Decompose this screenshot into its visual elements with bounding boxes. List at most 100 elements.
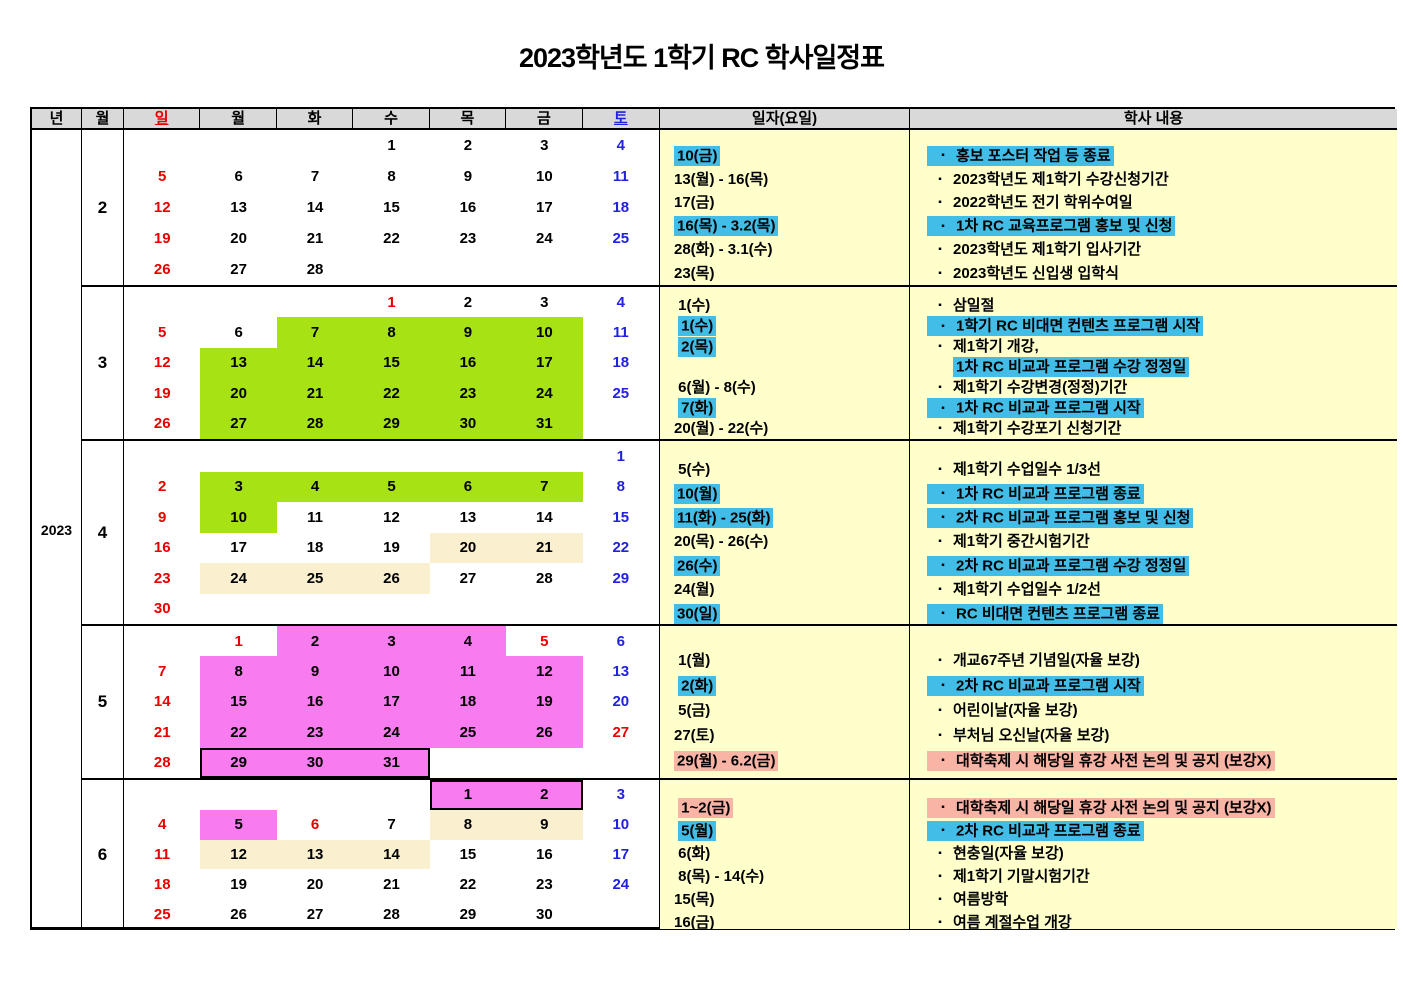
- content-line: ▪ 제1학기 수강변경(정정)기간: [922, 378, 1397, 399]
- content-line: ▪ 2차 RC 비교과 프로그램 시작: [922, 673, 1397, 698]
- date-line: 16(금): [674, 914, 715, 931]
- header-date-col: 일자(요일): [660, 109, 910, 130]
- day-cell: [583, 594, 659, 625]
- day-cell: 14: [536, 508, 553, 526]
- day-cell: 1: [616, 447, 625, 465]
- bullet-icon: ▪: [938, 871, 942, 882]
- content-line: ▪ 대학축제 시 해당일 휴강 사전 논의 및 공지 (보강X): [922, 748, 1397, 773]
- date-line: 5(월): [674, 819, 909, 842]
- date-line: 1(수): [674, 316, 909, 338]
- day-cell: 17: [506, 347, 583, 379]
- day-cell: 23: [276, 717, 354, 748]
- day-cell: 27: [612, 723, 630, 741]
- day-cell: [583, 748, 659, 778]
- day-cell: 1: [429, 780, 507, 810]
- day-cell: 24: [506, 378, 583, 409]
- day-cell: 29: [200, 747, 277, 778]
- month-label: 3: [82, 285, 124, 439]
- day-cell: 26: [230, 905, 247, 923]
- year-cell: 2023: [32, 130, 82, 929]
- day-cell: 1: [387, 293, 396, 311]
- content-line: ▪ 2023학년도 제1학기 입사기간: [922, 238, 1397, 262]
- day-cell: 14: [153, 693, 171, 711]
- content-line: ▪ 2차 RC 비교과 프로그램 종료: [922, 819, 1397, 842]
- day-cell: 4: [616, 137, 625, 154]
- day-cell: 9: [429, 317, 507, 348]
- day-cell: 21: [383, 875, 400, 893]
- day-cell: 17: [353, 686, 430, 718]
- date-line: 30(일): [674, 602, 909, 626]
- day-cell: 16: [429, 347, 507, 379]
- page-title: 2023학년도 1학기 RC 학사일정표: [519, 43, 885, 73]
- content-line: ▪ 홍보 포스터 작업 등 종료: [922, 144, 1397, 168]
- day-cell: 22: [383, 230, 400, 247]
- day-cell: 26: [153, 261, 171, 278]
- day-cell: [353, 254, 429, 285]
- day-cell: 20: [429, 532, 507, 563]
- content-line: ▪ 여름 계절수업 개강: [922, 911, 1397, 934]
- day-cell: 16: [459, 199, 477, 216]
- day-cell: [506, 254, 582, 285]
- day-cell: [200, 780, 276, 810]
- content-line: ▪ 1차 RC 비교과 프로그램 종료: [922, 482, 1397, 506]
- day-cell: 22: [200, 717, 277, 748]
- day-cell: 10: [200, 502, 277, 533]
- day-cell: [200, 287, 276, 317]
- day-cell: 2: [276, 626, 354, 657]
- day-cell: 29: [612, 569, 630, 587]
- day-cell: [124, 626, 200, 656]
- date-line: 1(수): [678, 297, 711, 314]
- day-cell: 13: [459, 508, 477, 526]
- day-cell: 18: [612, 354, 630, 372]
- content-line: 1차 RC 비교과 프로그램 수강 정정일: [922, 357, 1397, 379]
- date-line: 20(월) - 22(수): [674, 420, 769, 437]
- day-cell: 27: [459, 569, 477, 587]
- day-cell: 11: [307, 508, 323, 526]
- content-line: ▪ 부처님 오신날(자율 보강): [922, 723, 1397, 748]
- day-cell: 8: [353, 317, 430, 348]
- date-line: 5(수): [678, 461, 711, 478]
- day-cell: 24: [612, 875, 630, 893]
- day-cell: 28: [306, 261, 324, 278]
- day-cell: 25: [429, 717, 507, 748]
- month-dates: 1(수) 1(수) 2(목) 6(월) - 8(수) 7(화) 20(월) - 2…: [660, 285, 910, 439]
- month-days: 1 2 3 4 5 6 7 8 9 10 11 12 13 14 15 16 17 18 19 20 21 22 23 24 2…: [124, 439, 660, 624]
- header-month: 월: [82, 109, 124, 130]
- month-label: 4: [82, 439, 124, 624]
- day-cell: [583, 254, 659, 285]
- content-line: ▪ 삼일절: [922, 296, 1397, 317]
- content-line: ▪ 제1학기 중간시험기간: [922, 530, 1397, 554]
- month-dates: 10(금) 13(월) - 16(목) 17(금) 16(목) - 3.2(목) 28(…: [660, 130, 910, 285]
- day-cell: 30: [153, 600, 171, 618]
- day-cell: 11: [612, 168, 629, 185]
- content-line: ▪ 제1학기 수업일수 1/2선: [922, 578, 1397, 602]
- day-cell: 6: [234, 324, 243, 342]
- day-cell: 3: [540, 137, 549, 154]
- content-line: ▪ 2023학년도 신입생 입학식: [922, 262, 1397, 286]
- month-label: 5: [82, 624, 124, 778]
- day-cell: 17: [230, 539, 247, 557]
- day-cell: 14: [353, 839, 430, 870]
- day-cell: 7: [276, 317, 354, 348]
- bullet-icon: ▪: [941, 825, 945, 836]
- bullet-icon: ▪: [938, 917, 942, 928]
- month-contents: ▪ 개교67주년 기념일(자율 보강) ▪ 2차 RC 비교과 프로그램 시작 ▪ 어린이…: [910, 624, 1397, 778]
- day-cell: 7: [158, 663, 167, 681]
- day-cell: 21: [506, 532, 583, 563]
- day-cell: 12: [153, 354, 171, 372]
- day-cell: 20: [200, 378, 277, 409]
- day-cell: 8: [200, 656, 277, 687]
- bullet-icon: ▪: [941, 488, 945, 499]
- day-cell: 8: [616, 478, 625, 496]
- date-line: 6(화): [678, 845, 711, 862]
- bullet-icon: ▪: [941, 802, 945, 813]
- day-cell: 4: [276, 471, 354, 502]
- bullet-icon: ▪: [938, 300, 942, 311]
- date-line: 2(목): [674, 336, 909, 358]
- month-days: 1 2 3 4 5 6 7 8 9 10 11 12 13 14 15 16 17 18 19 20 21 22 23 24 2…: [124, 624, 660, 778]
- day-cell: [124, 780, 200, 810]
- day-cell: [277, 287, 353, 317]
- content-line: ▪ 제1학기 수강포기 신청기간: [922, 419, 1397, 440]
- day-cell: 16: [153, 539, 171, 557]
